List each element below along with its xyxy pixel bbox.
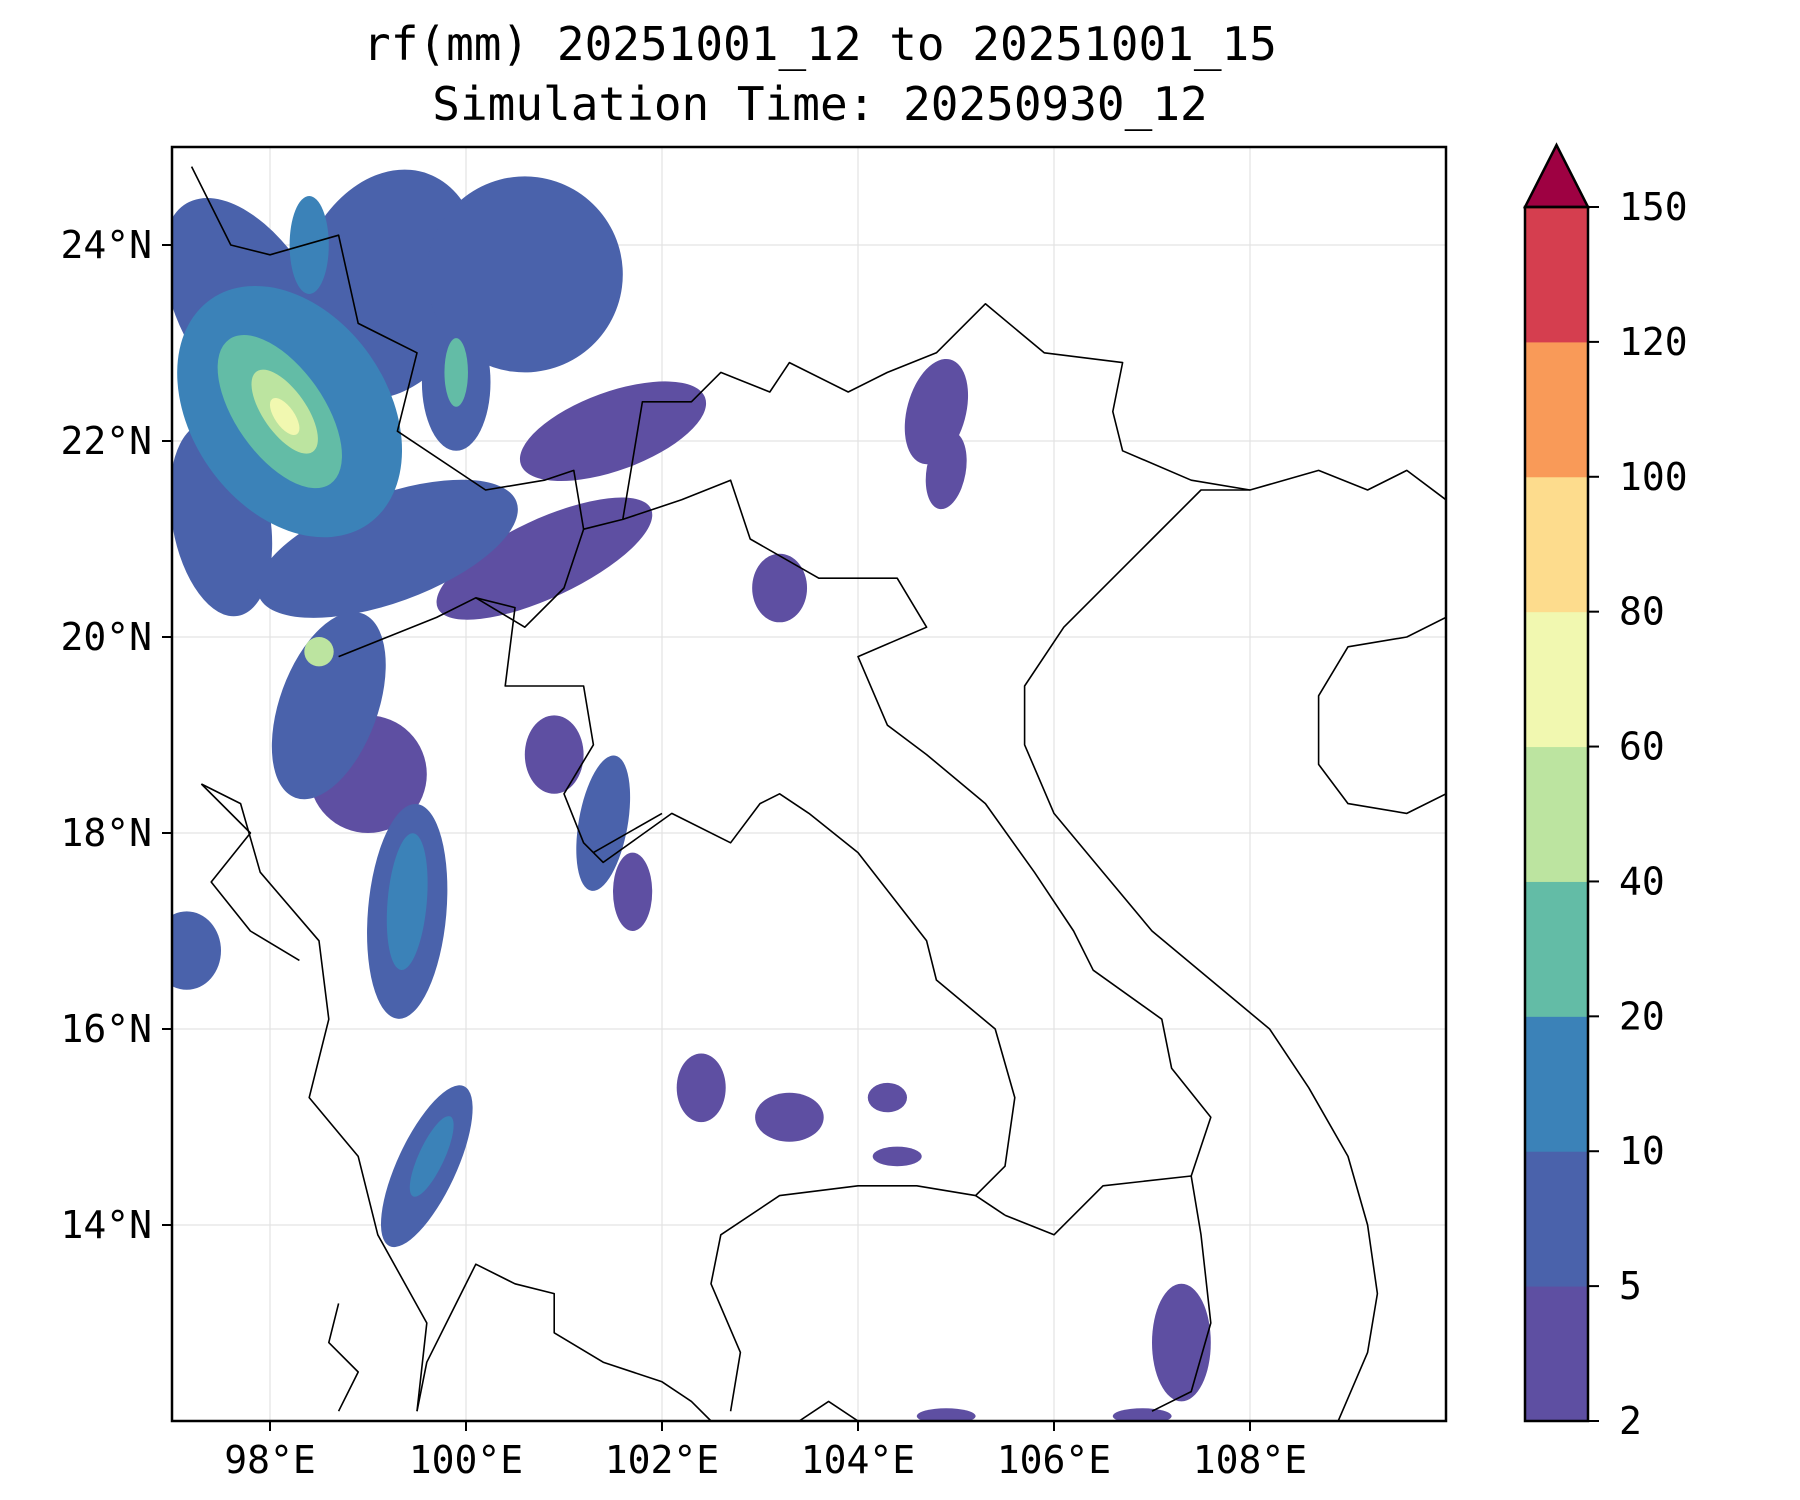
- country-border: [190, 166, 1251, 531]
- latitude-axis: 24°N 22°N 20°N 18°N 16°N 14°N: [60, 223, 172, 1247]
- lon-tick-label: 106°E: [997, 1438, 1111, 1482]
- colorbar-segment: [1525, 476, 1588, 613]
- colorbar-tick-label: 150: [1619, 185, 1688, 229]
- colorbar-tick-label: 10: [1619, 1129, 1665, 1173]
- rain-area: [444, 338, 468, 407]
- rain-area: [289, 196, 329, 294]
- lon-tick-label: 104°E: [801, 1438, 915, 1482]
- country-border: [622, 479, 1212, 1412]
- country-border: [975, 1194, 1006, 1216]
- map-frame: [170, 145, 1448, 1423]
- coastline: [798, 1400, 859, 1421]
- country-border: [338, 596, 1016, 1412]
- rain-area: [1152, 1283, 1211, 1402]
- lon-tick-label: 108°E: [1193, 1438, 1307, 1482]
- rain-area: [755, 1092, 824, 1142]
- rain-area: [257, 479, 518, 618]
- lat-tick-label: 14°N: [60, 1203, 152, 1247]
- country-border: [1004, 1175, 1192, 1236]
- rain-area: [519, 381, 707, 482]
- colorbar-tick-label: 60: [1619, 725, 1665, 769]
- rain-area: [576, 755, 631, 891]
- lat-tick-label: 16°N: [60, 1007, 152, 1051]
- chart-subtitle: Simulation Time: 20250930_12: [432, 77, 1208, 131]
- colorbar-segment: [1525, 1286, 1588, 1422]
- coastline: [327, 1303, 360, 1412]
- country-border: [475, 528, 585, 629]
- coastline: [1317, 616, 1446, 815]
- lon-tick-label: 100°E: [409, 1438, 523, 1482]
- chart-title: rf(mm) 20251001_12 to 20251001_15: [363, 17, 1277, 71]
- colorbar-tick-label: 5: [1619, 1264, 1642, 1308]
- colorbar-segment: [1525, 1016, 1588, 1152]
- colorbar-segment: [1525, 881, 1588, 1017]
- rain-area: [436, 497, 653, 620]
- colorbar-tick-label: 100: [1619, 455, 1688, 499]
- colorbar-segment: [1525, 1151, 1588, 1287]
- rain-area: [172, 911, 221, 990]
- lat-tick-label: 24°N: [60, 223, 152, 267]
- rain-area: [524, 715, 584, 794]
- lon-tick-label: 98°E: [224, 1438, 316, 1482]
- lat-tick-label: 18°N: [60, 811, 152, 855]
- colorbar-segment: [1525, 611, 1588, 748]
- rain-area: [1112, 1408, 1172, 1421]
- country-border: [200, 783, 300, 962]
- colorbar-frame: [1523, 205, 1590, 1423]
- country-borders: [190, 166, 1251, 1412]
- coastlines: [327, 469, 1446, 1421]
- rain-area: [426, 176, 623, 373]
- colorbar-segment: [1525, 341, 1588, 478]
- lon-tick-label: 102°E: [605, 1438, 719, 1482]
- rain-area: [752, 553, 808, 623]
- rain-area: [409, 1116, 454, 1197]
- rain-area: [676, 1053, 726, 1123]
- country-border: [201, 783, 428, 1412]
- colorbar-tick-label: 2: [1619, 1399, 1642, 1443]
- lat-tick-label: 20°N: [60, 615, 152, 659]
- coastline: [1023, 469, 1446, 1421]
- coastline: [416, 1263, 712, 1421]
- rain-area: [872, 1146, 922, 1167]
- rain-area: [269, 397, 300, 436]
- rain-area: [867, 1082, 908, 1113]
- rain-area: [916, 1408, 976, 1421]
- colorbar-tick-label: 40: [1619, 859, 1665, 903]
- rain-area: [613, 852, 653, 931]
- country-border: [593, 812, 663, 854]
- colorbar-segment: [1525, 746, 1588, 882]
- colorbar: 2 5 10 20 40 60 80 100 120 150: [1522, 142, 1688, 1443]
- rain-area: [271, 611, 386, 800]
- colorbar-tick-label: 120: [1619, 320, 1688, 364]
- longitude-axis: 98°E 100°E 102°E 104°E 106°E 108°E: [224, 1421, 1307, 1482]
- colorbar-segment: [1525, 207, 1588, 343]
- colorbar-extend-arrow: [1522, 142, 1591, 209]
- rain-area: [304, 637, 334, 667]
- rain-area: [925, 431, 967, 510]
- rainfall-field: [172, 169, 1211, 1421]
- rain-area: [386, 833, 428, 970]
- lat-tick-label: 22°N: [60, 419, 152, 463]
- colorbar-tick-label: 80: [1619, 590, 1665, 634]
- colorbar-tick-label: 20: [1619, 994, 1665, 1038]
